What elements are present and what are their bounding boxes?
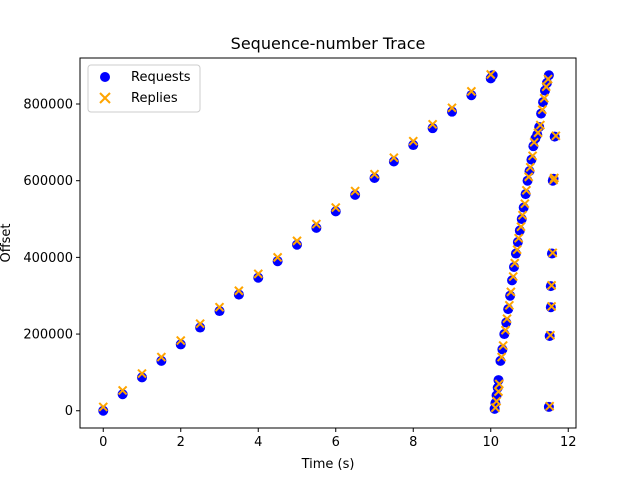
data-point-reply (524, 172, 534, 182)
data-point-reply (272, 252, 283, 263)
legend-replies-label: Replies (131, 91, 178, 106)
y-tick-label: 200000 (23, 328, 73, 343)
data-point-reply (369, 169, 380, 179)
data-point-reply (427, 119, 438, 130)
plot-frame (79, 57, 577, 429)
data-point-reply (137, 368, 147, 379)
data-point-reply (517, 210, 528, 220)
legend: Requests Replies (87, 64, 201, 113)
legend-box (87, 64, 201, 113)
data-point-reply (539, 93, 549, 103)
data-point-reply (493, 386, 504, 397)
data-point-reply (156, 352, 167, 362)
data-point-reply (176, 335, 186, 346)
data-point-reply (311, 219, 322, 229)
data-point-reply (521, 185, 532, 195)
data-point-reply (494, 379, 504, 389)
chart-title: Sequence-number Trace (231, 34, 426, 53)
data-point-reply (350, 186, 360, 196)
x-tick-label: 10 (482, 435, 499, 450)
data-point-reply (502, 314, 512, 324)
data-point-reply (292, 236, 302, 246)
data-point-reply (545, 330, 556, 340)
data-point-reply (447, 103, 457, 113)
x-axis: 0 2 4 6 8 10 12 (99, 428, 577, 450)
data-point-reply (331, 202, 341, 213)
data-point-reply (548, 248, 558, 258)
x-axis-label: Time (s) (301, 457, 355, 472)
x-tick-label: 2 (177, 435, 185, 450)
data-point-reply (496, 352, 507, 362)
data-point-reply (543, 74, 553, 84)
data-point-reply (520, 198, 530, 209)
data-point-reply (117, 385, 128, 396)
data-point-reply (253, 269, 263, 279)
data-point-reply (546, 280, 557, 291)
data-point-reply (508, 271, 518, 282)
series-requests (98, 70, 560, 416)
data-point-reply (527, 151, 538, 161)
data-point-reply (535, 120, 546, 130)
data-point-reply (533, 128, 543, 138)
y-tick-label: 600000 (23, 174, 73, 189)
x-tick-label: 4 (254, 435, 262, 450)
data-point-reply (491, 396, 502, 406)
plot-marks (98, 69, 561, 416)
data-point-reply (408, 136, 418, 146)
data-point-reply (546, 301, 557, 312)
data-point-reply (498, 340, 508, 351)
y-axis: 0 200000 400000 600000 800000 (23, 98, 80, 419)
data-point-reply (541, 82, 551, 92)
data-point-reply (504, 300, 515, 311)
x-tick-label: 12 (560, 435, 577, 450)
data-point-reply (466, 86, 477, 97)
series-replies (98, 69, 561, 413)
y-tick-label: 800000 (23, 98, 73, 113)
data-point-reply (486, 69, 496, 80)
data-point-reply (516, 221, 526, 232)
x-tick-label: 0 (99, 435, 107, 450)
data-point-reply (512, 245, 522, 255)
y-axis-label: Offset (0, 223, 14, 262)
data-point-reply (549, 173, 560, 183)
data-point-reply (214, 302, 225, 312)
y-tick-label: 400000 (23, 251, 73, 266)
x-tick-label: 6 (332, 435, 340, 450)
data-point-reply (551, 131, 561, 141)
data-point-reply (389, 152, 399, 163)
data-point-reply (98, 402, 108, 412)
data-point-reply (234, 286, 244, 296)
data-point-reply (513, 233, 524, 243)
data-point-reply (537, 105, 547, 115)
legend-replies-marker (99, 92, 111, 104)
data-point-reply (195, 319, 205, 329)
data-point-reply (510, 258, 520, 268)
data-point-reply (529, 137, 539, 148)
data-point-reply (500, 325, 511, 335)
y-tick-label: 0 (65, 404, 73, 419)
data-point-reply (544, 401, 555, 411)
data-point-reply (506, 287, 516, 297)
legend-requests-marker (100, 72, 110, 82)
legend-requests-label: Requests (131, 70, 191, 85)
x-tick-label: 8 (409, 435, 417, 450)
data-point-reply (525, 162, 535, 172)
